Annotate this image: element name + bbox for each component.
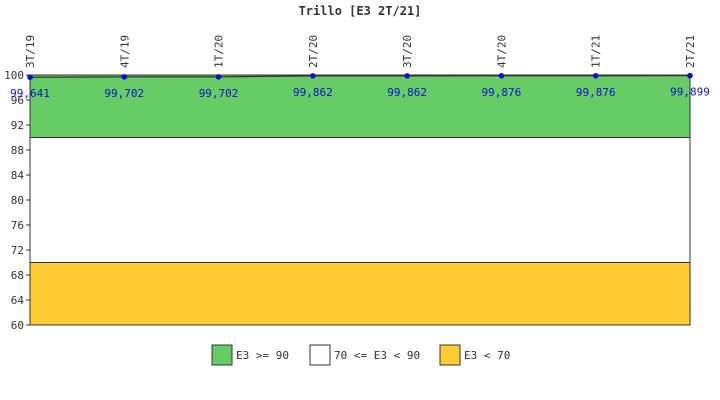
- band-1: [29, 137, 691, 263]
- data-label: 99,702: [199, 87, 239, 100]
- y-tick-label: 68: [11, 269, 24, 282]
- threshold-bands: [29, 74, 691, 326]
- legend-label: E3 < 70: [464, 349, 510, 362]
- data-point: [310, 73, 316, 79]
- data-label: 99,876: [482, 86, 522, 99]
- y-tick-label: 88: [11, 144, 24, 157]
- legend-label: E3 >= 90: [236, 349, 289, 362]
- x-tick-label: 2T/21: [684, 35, 697, 68]
- y-tick-label: 76: [11, 219, 24, 232]
- data-point: [215, 74, 222, 80]
- chart-title: Trillo [E3 2T/21]: [299, 4, 422, 18]
- data-label: 99,702: [104, 87, 144, 100]
- x-tick-label: 2T/20: [307, 35, 320, 68]
- data-label: 99,641: [10, 87, 50, 100]
- legend-swatch: [309, 344, 331, 366]
- data-series: 99,641 99,702 99,702 99,862 99,862 99,876 99,8…: [10, 72, 710, 100]
- x-tick-label: 3T/19: [24, 35, 37, 68]
- y-tick-label: 72: [11, 244, 24, 257]
- band-0: [29, 74, 691, 138]
- y-axis: 60 64 68 72 76 80 84 88 92 96 100: [4, 69, 30, 332]
- data-label: 99,876: [576, 86, 616, 99]
- y-tick-label: 84: [11, 169, 25, 182]
- y-tick-label: 80: [11, 194, 24, 207]
- data-point: [404, 73, 410, 79]
- y-tick-label: 100: [4, 69, 24, 82]
- data-label: 99,862: [387, 86, 427, 99]
- x-tick-label: 1T/21: [590, 35, 603, 68]
- data-point: [121, 74, 128, 80]
- data-point: [27, 74, 33, 81]
- x-tick-label: 4T/19: [118, 35, 131, 68]
- data-point: [498, 72, 505, 79]
- y-tick-label: 96: [11, 94, 24, 107]
- y-tick-label: 64: [11, 294, 25, 307]
- x-tick-label: 3T/20: [401, 35, 414, 68]
- data-label: 99,862: [293, 86, 333, 99]
- series-line: [29, 75, 691, 78]
- legend: E3 >= 90 70 <= E3 < 90 E3 < 70: [211, 344, 510, 366]
- data-point: [592, 72, 599, 79]
- x-tick-label: 1T/20: [213, 35, 226, 68]
- legend-label: 70 <= E3 < 90: [334, 349, 420, 362]
- y-tick-label: 92: [11, 119, 24, 132]
- legend-swatch: [211, 344, 233, 366]
- data-label: 99,899: [670, 86, 710, 99]
- x-tick-label: 4T/20: [495, 35, 508, 68]
- legend-swatch: [439, 344, 461, 366]
- y-tick-label: 60: [11, 319, 24, 332]
- band-2: [29, 262, 691, 326]
- x-axis: 3T/19 4T/19 1T/20 2T/20 3T/20 4T/20 1T/21 2T/21: [24, 35, 697, 68]
- data-point: [687, 72, 693, 79]
